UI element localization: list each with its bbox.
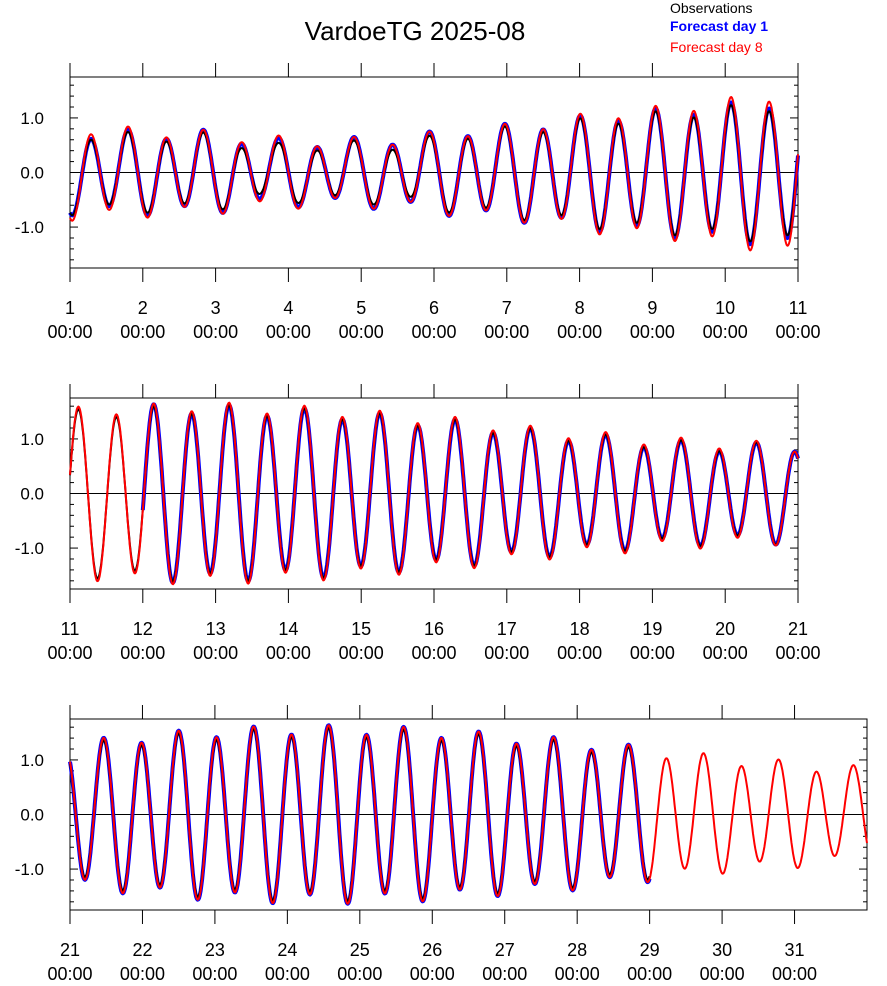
x-tick-label-day: 29 — [640, 940, 660, 960]
y-tick-label: 0.0 — [20, 164, 44, 183]
x-tick-label-time: 00:00 — [703, 643, 748, 663]
y-tick-label: 1.0 — [20, 751, 44, 770]
series-line-forecast-day-8 — [69, 401, 799, 586]
x-tick-label-day: 10 — [715, 298, 735, 318]
y-tick-label: 0.0 — [20, 485, 44, 504]
x-tick-label-day: 25 — [350, 940, 370, 960]
x-tick-label-time: 00:00 — [265, 964, 310, 984]
x-tick-label-day: 31 — [785, 940, 805, 960]
x-tick-label-day: 26 — [422, 940, 442, 960]
x-tick-label-time: 00:00 — [557, 322, 602, 342]
x-tick-label-time: 00:00 — [772, 964, 817, 984]
x-tick-label-time: 00:00 — [775, 643, 820, 663]
x-tick-label-time: 00:00 — [775, 322, 820, 342]
y-tick-label: 0.0 — [20, 806, 44, 825]
x-tick-label-time: 00:00 — [484, 322, 529, 342]
chart-panel-1: -1.0 0.0 1.0 1 00:00 2 00:00 3 00:00 4 00:00 5 00:00… — [15, 63, 821, 342]
x-tick-label-time: 00:00 — [47, 322, 92, 342]
x-tick-label-day: 19 — [642, 619, 662, 639]
x-tick-label-day: 17 — [497, 619, 517, 639]
x-tick-label-time: 00:00 — [47, 643, 92, 663]
legend-forecast-day-1: Forecast day 1 — [670, 18, 769, 34]
x-tick-label-time: 00:00 — [410, 964, 455, 984]
series-line-forecast-day-1 — [68, 100, 800, 247]
x-tick-label-time: 00:00 — [120, 964, 165, 984]
legend-forecast-day-8: Forecast day 8 — [670, 39, 763, 55]
x-tick-label-day: 6 — [429, 298, 439, 318]
x-tick-label-time: 00:00 — [555, 964, 600, 984]
x-tick-label-day: 4 — [283, 298, 293, 318]
x-tick-label-day: 24 — [277, 940, 297, 960]
x-tick-label-day: 20 — [715, 619, 735, 639]
x-tick-label-day: 7 — [502, 298, 512, 318]
x-tick-label-day: 23 — [205, 940, 225, 960]
x-tick-label-time: 00:00 — [411, 643, 456, 663]
x-tick-label-day: 9 — [647, 298, 657, 318]
x-tick-label-time: 00:00 — [193, 643, 238, 663]
series-line-forecast-day-8 — [69, 724, 868, 905]
x-tick-label-day: 27 — [495, 940, 515, 960]
x-tick-label-time: 00:00 — [120, 322, 165, 342]
y-tick-label: 1.0 — [20, 430, 44, 449]
x-tick-label-day: 13 — [206, 619, 226, 639]
x-tick-label-day: 8 — [575, 298, 585, 318]
x-tick-label-day: 16 — [424, 619, 444, 639]
x-tick-label-time: 00:00 — [120, 643, 165, 663]
x-tick-label-day: 21 — [60, 940, 80, 960]
y-tick-label: 1.0 — [20, 109, 44, 128]
x-tick-label-time: 00:00 — [700, 964, 745, 984]
x-tick-label-day: 22 — [132, 940, 152, 960]
x-tick-label-day: 14 — [278, 619, 298, 639]
x-tick-label-time: 00:00 — [557, 643, 602, 663]
x-tick-label-time: 00:00 — [411, 322, 456, 342]
chart-panel-3: -1.0 0.0 1.0 21 00:00 22 00:00 23 00:00 24 00:00 25… — [15, 705, 868, 984]
x-tick-label-day: 21 — [788, 619, 808, 639]
x-tick-label-day: 15 — [351, 619, 371, 639]
x-tick-label-time: 00:00 — [482, 964, 527, 984]
series-line-forecast-day-8 — [69, 96, 799, 252]
x-tick-label-time: 00:00 — [266, 322, 311, 342]
x-tick-label-day: 5 — [356, 298, 366, 318]
legend-observations: Observations — [670, 0, 753, 16]
y-tick-label: -1.0 — [15, 539, 44, 558]
x-tick-label-time: 00:00 — [47, 964, 92, 984]
x-tick-label-day: 3 — [211, 298, 221, 318]
x-tick-label-day: 11 — [61, 619, 80, 639]
x-tick-label-day: 1 — [65, 298, 75, 318]
x-tick-label-time: 00:00 — [339, 643, 384, 663]
x-tick-label-day: 18 — [570, 619, 590, 639]
x-tick-label-day: 30 — [712, 940, 732, 960]
x-tick-label-time: 00:00 — [627, 964, 672, 984]
x-tick-label-day: 12 — [133, 619, 153, 639]
x-tick-label-time: 00:00 — [339, 322, 384, 342]
x-tick-label-time: 00:00 — [192, 964, 237, 984]
x-tick-label-time: 00:00 — [266, 643, 311, 663]
chart-panel-2: -1.0 0.0 1.0 11 00:00 12 00:00 13 00:00 14 00:00 15… — [15, 384, 821, 663]
x-tick-label-time: 00:00 — [193, 322, 238, 342]
x-tick-label-time: 00:00 — [337, 964, 382, 984]
x-tick-label-time: 00:00 — [630, 322, 675, 342]
x-tick-label-day: 28 — [567, 940, 587, 960]
x-tick-label-day: 11 — [789, 298, 808, 318]
chart-title: VardoeTG 2025-08 — [304, 16, 526, 46]
x-tick-label-time: 00:00 — [703, 322, 748, 342]
y-tick-label: -1.0 — [15, 860, 44, 879]
y-tick-label: -1.0 — [15, 218, 44, 237]
x-tick-label-time: 00:00 — [484, 643, 529, 663]
x-tick-label-day: 2 — [138, 298, 148, 318]
x-tick-label-time: 00:00 — [630, 643, 675, 663]
